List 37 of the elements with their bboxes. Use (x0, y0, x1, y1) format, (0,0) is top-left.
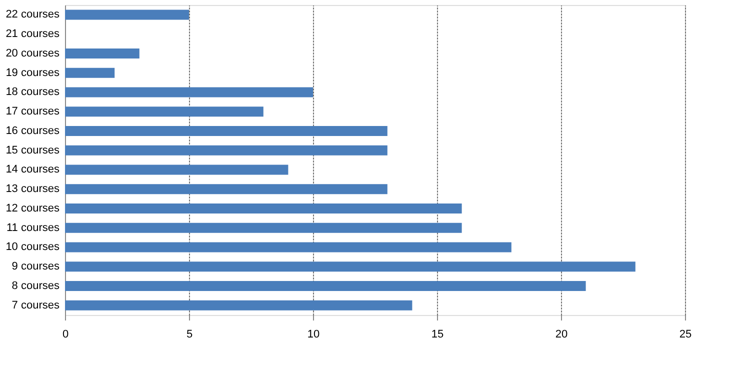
x-tick-label: 0 (62, 328, 69, 340)
bar (65, 300, 412, 310)
y-tick-label: 16 courses (6, 124, 60, 137)
y-tick-label: 11 courses (6, 222, 60, 234)
bar (65, 126, 388, 136)
bar (65, 87, 313, 98)
y-tick-label: 22 courses (6, 8, 60, 21)
bar (65, 280, 586, 291)
x-tick-label: 5 (186, 328, 193, 340)
y-tick-label: 21 courses (6, 28, 60, 40)
x-tick-label: 25 (679, 328, 692, 340)
bar (65, 68, 115, 78)
bar (65, 222, 462, 233)
y-tick-label: 18 courses (6, 86, 60, 98)
y-tick-label: 10 courses (6, 241, 60, 254)
bar (65, 145, 388, 156)
bar (65, 164, 288, 175)
bar (65, 48, 140, 58)
bar (65, 106, 264, 117)
bar (65, 242, 512, 252)
x-tick-label: 15 (431, 328, 444, 340)
y-tick-label: 9 courses (12, 260, 60, 273)
y-tick-label: 17 courses (6, 106, 60, 118)
y-tick-label: 7 courses (12, 299, 60, 312)
x-tick-label: 20 (555, 328, 568, 340)
bar (65, 203, 462, 214)
y-tick-label: 13 courses (6, 183, 60, 196)
x-tick-label: 10 (307, 328, 320, 340)
y-tick-label: 12 courses (6, 202, 60, 214)
y-tick-label: 19 courses (6, 66, 60, 79)
y-tick-label: 20 courses (6, 47, 60, 60)
y-tick-label: 14 courses (6, 164, 60, 176)
bar (65, 262, 636, 272)
y-tick-label: 8 courses (12, 280, 60, 292)
y-tick-label: 15 courses (6, 144, 60, 156)
bar (65, 184, 388, 194)
bar (65, 10, 189, 20)
